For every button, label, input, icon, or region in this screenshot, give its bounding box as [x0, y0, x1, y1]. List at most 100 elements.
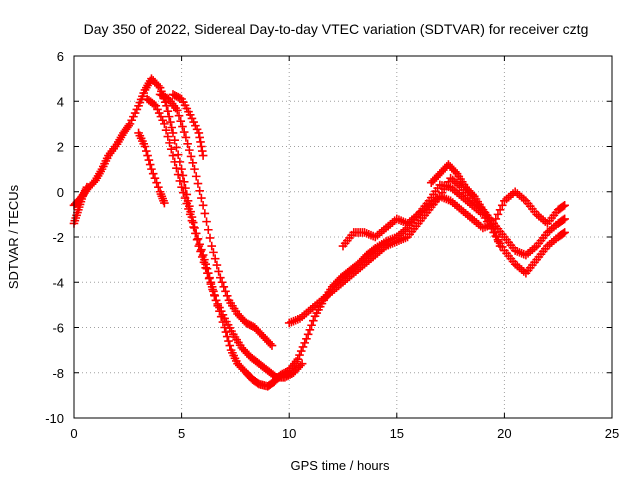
data-point	[135, 98, 145, 107]
data-point	[170, 157, 180, 167]
data-point	[201, 263, 211, 273]
data-point	[196, 247, 205, 256]
data-point	[221, 327, 231, 337]
x-axis-ticks: 0 5 10 15 20 25	[70, 56, 619, 441]
data-point	[177, 164, 186, 174]
series-track-2	[142, 94, 307, 382]
data-point	[180, 193, 190, 203]
data-point	[173, 150, 183, 159]
data-point	[208, 285, 217, 294]
y-axis-ticks: -10 -8 -6 -4 -2 0 2 4 6	[45, 49, 612, 426]
data-point	[170, 135, 180, 145]
data-point	[167, 123, 177, 132]
data-point	[143, 151, 152, 160]
data-point	[559, 215, 568, 225]
data-point	[193, 179, 203, 188]
y-tick-label: -6	[52, 321, 64, 336]
data-point	[191, 172, 201, 181]
data-point	[173, 170, 183, 179]
data-point	[214, 267, 223, 276]
data-point	[175, 176, 185, 186]
series-track-7	[338, 187, 569, 251]
y-tick-label: -8	[52, 366, 64, 381]
data-point	[560, 228, 569, 237]
data-point	[160, 119, 169, 129]
y-tick-label: -10	[45, 411, 64, 426]
data-point	[172, 163, 181, 173]
data-point	[225, 341, 235, 350]
data-point	[182, 199, 192, 208]
data-point	[209, 248, 218, 257]
data-point	[198, 201, 208, 210]
data-point	[144, 155, 154, 165]
y-tick-label: 0	[57, 185, 64, 200]
data-point	[195, 133, 204, 142]
data-point	[189, 222, 198, 232]
data-point	[140, 142, 150, 151]
data-point	[139, 88, 149, 98]
data-point	[267, 341, 277, 350]
data-point	[193, 234, 203, 244]
data-point	[560, 214, 569, 224]
data-point	[221, 287, 230, 296]
data-point	[224, 336, 233, 346]
data-point	[179, 177, 189, 187]
data-point	[178, 122, 187, 131]
data-point	[191, 229, 200, 238]
data-point	[197, 146, 207, 156]
data-point	[199, 258, 209, 267]
data-point	[194, 128, 204, 138]
data-point	[185, 145, 194, 155]
data-point	[172, 143, 181, 152]
data-point	[190, 223, 199, 233]
x-tick-label: 15	[390, 426, 404, 441]
data-point	[163, 132, 173, 141]
data-point	[305, 325, 315, 335]
data-point	[197, 252, 207, 262]
data-point	[172, 106, 182, 115]
data-point	[183, 139, 192, 149]
data-point	[495, 241, 505, 251]
data-point	[148, 169, 158, 178]
data-point	[491, 214, 501, 224]
data-point	[134, 101, 143, 111]
data-point	[147, 164, 156, 174]
data-point	[164, 112, 174, 121]
data-point	[203, 225, 213, 235]
x-tick-label: 20	[497, 426, 511, 441]
data-point	[219, 282, 229, 292]
data-point	[560, 201, 569, 210]
data-point	[177, 182, 186, 192]
data-point	[490, 228, 500, 237]
grid-lines	[74, 56, 612, 418]
data-point	[194, 241, 204, 251]
data-points	[69, 74, 569, 391]
series-track-4	[168, 90, 208, 160]
data-point	[210, 254, 220, 264]
data-point	[166, 144, 176, 154]
data-point	[217, 277, 227, 287]
data-point	[492, 232, 501, 242]
data-point	[497, 201, 507, 210]
data-point	[150, 173, 160, 183]
data-point	[185, 210, 195, 219]
data-point	[494, 237, 503, 246]
x-tick-label: 0	[70, 426, 77, 441]
data-point	[487, 219, 496, 228]
data-point	[302, 334, 311, 344]
chart-title: Day 350 of 2022, Sidereal Day-to-day VTE…	[84, 21, 589, 37]
data-point	[154, 182, 163, 192]
data-point	[160, 198, 169, 208]
data-point	[203, 268, 212, 278]
data-point	[179, 127, 189, 137]
x-tick-label: 25	[605, 426, 619, 441]
x-axis-label: GPS time / hours	[291, 458, 390, 473]
data-point	[205, 233, 215, 243]
data-point	[168, 151, 178, 160]
data-point	[179, 188, 188, 197]
data-point	[138, 91, 147, 101]
data-point	[166, 117, 175, 127]
data-point	[195, 186, 204, 196]
data-point	[161, 125, 171, 135]
